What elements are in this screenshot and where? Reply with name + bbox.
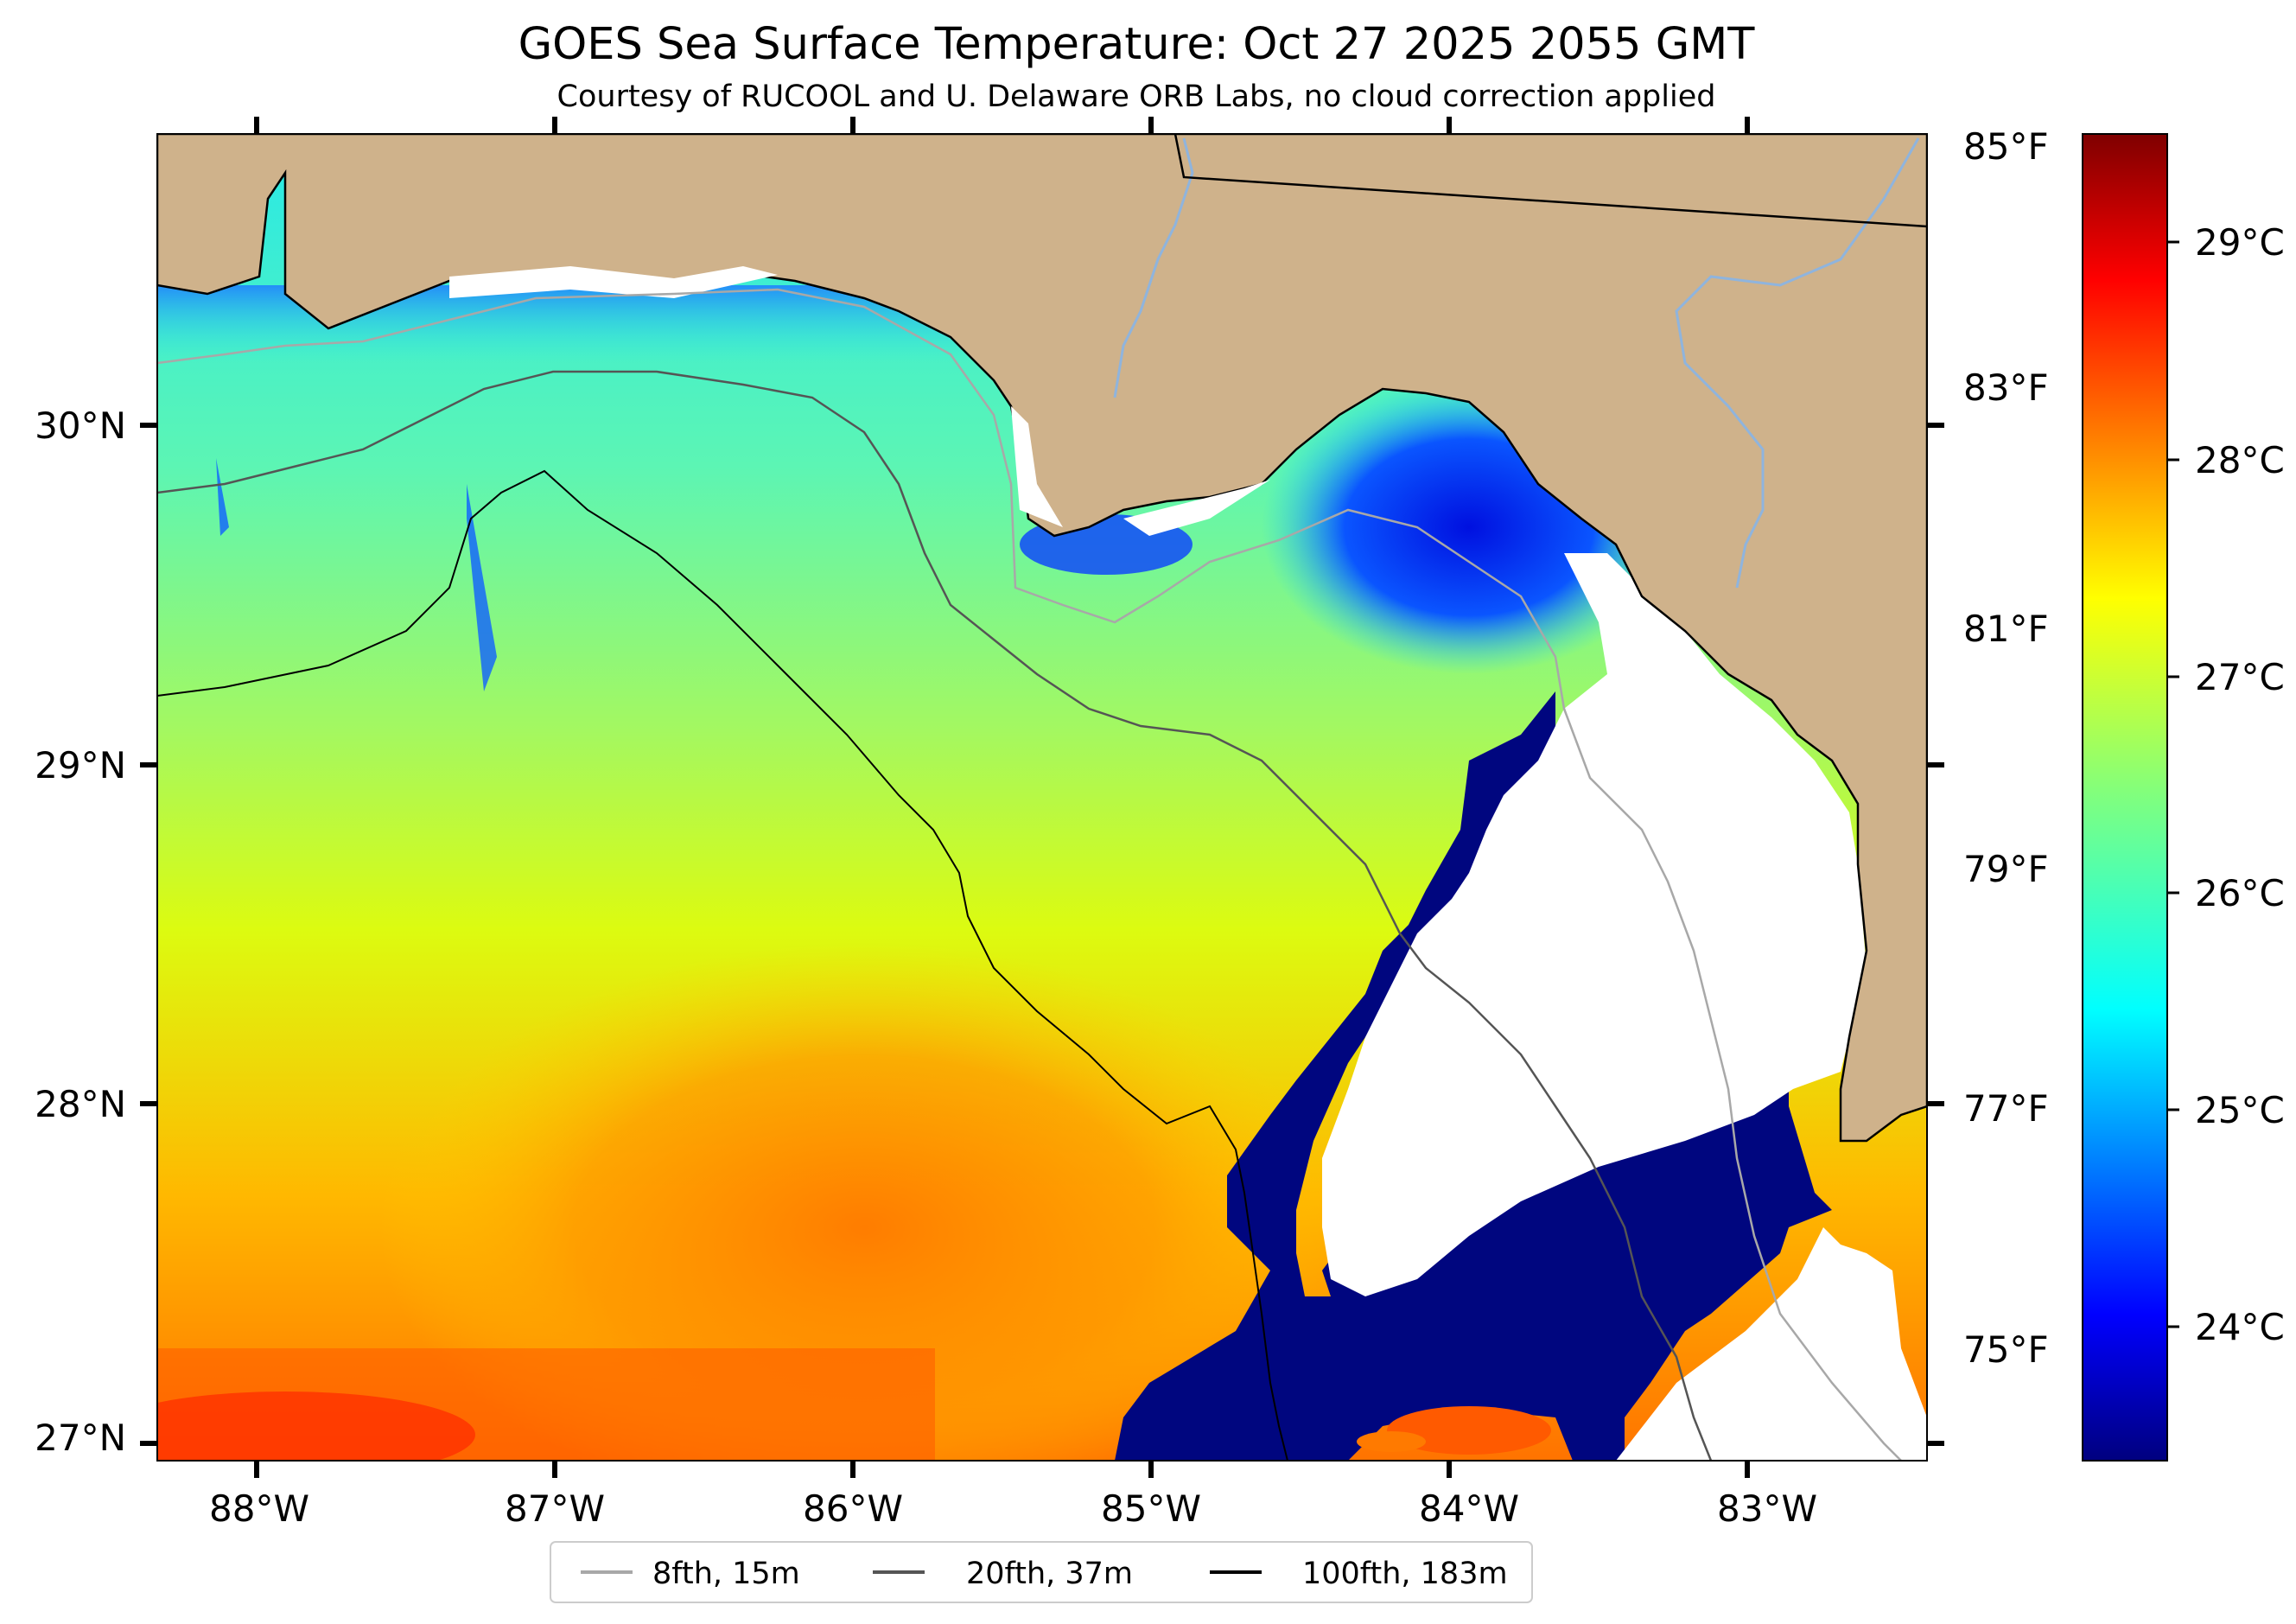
contour-20fth bbox=[157, 370, 1713, 1461]
celsius-labels: 29°C 28°C 27°C 26°C 25°C 24°C bbox=[2195, 221, 2285, 1348]
contour-100fth bbox=[157, 469, 1288, 1461]
lat-labels: 30°N 29°N 28°N 27°N bbox=[35, 404, 126, 1459]
fahrenheit-label: 83°F bbox=[1963, 366, 2049, 409]
fahrenheit-label: 75°F bbox=[1963, 1328, 2049, 1371]
lon-label: 84°W bbox=[1419, 1487, 1519, 1530]
lat-ticks bbox=[140, 423, 1944, 1446]
legend-label: 20fth, 37m bbox=[966, 1557, 1133, 1591]
celsius-label: 25°C bbox=[2195, 1089, 2285, 1131]
colorbar bbox=[2082, 133, 2168, 1462]
celsius-label: 26°C bbox=[2195, 872, 2285, 914]
legend-label: 8fth, 15m bbox=[652, 1557, 800, 1591]
fahrenheit-labels: 85°F 83°F 81°F 79°F 77°F 75°F bbox=[1963, 125, 2049, 1371]
lat-label: 27°N bbox=[35, 1417, 126, 1459]
lat-label: 30°N bbox=[35, 404, 126, 447]
celsius-label: 27°C bbox=[2195, 656, 2285, 698]
fahrenheit-label: 81°F bbox=[1963, 608, 2049, 650]
lon-label: 86°W bbox=[803, 1487, 903, 1530]
lon-labels: 88°W 87°W 86°W 85°W 84°W 83°W bbox=[209, 1487, 1817, 1530]
map-subtitle: Courtesy of RUCOOL and U. Delaware ORB L… bbox=[557, 80, 1716, 114]
river bbox=[1113, 137, 1194, 398]
celsius-label: 24°C bbox=[2195, 1306, 2285, 1348]
contour-8fth bbox=[157, 288, 1902, 1461]
celsius-label: 28°C bbox=[2195, 439, 2285, 481]
fahrenheit-label: 77°F bbox=[1963, 1087, 2049, 1130]
lon-label: 87°W bbox=[505, 1487, 605, 1530]
lon-label: 83°W bbox=[1717, 1487, 1817, 1530]
shelf-cold-water bbox=[1115, 691, 1832, 1461]
fahrenheit-label: 79°F bbox=[1963, 848, 2049, 890]
map-area bbox=[157, 134, 1927, 1461]
legend-box bbox=[550, 1541, 1533, 1603]
lat-label: 29°N bbox=[35, 744, 126, 787]
legend-label: 100fth, 183m bbox=[1302, 1557, 1508, 1591]
lon-label: 88°W bbox=[209, 1487, 309, 1530]
lon-label: 85°W bbox=[1101, 1487, 1201, 1530]
fahrenheit-label: 85°F bbox=[1963, 125, 2049, 168]
map-frame bbox=[156, 133, 1928, 1462]
colorbar-ticks bbox=[2167, 240, 2179, 1328]
state-boundary bbox=[1173, 134, 1927, 228]
celsius-label: 29°C bbox=[2195, 221, 2285, 264]
map-title: GOES Sea Surface Temperature: Oct 27 202… bbox=[518, 19, 1756, 70]
lat-label: 28°N bbox=[35, 1083, 126, 1125]
contour-legend: 8fth, 15m 20fth, 37m 100fth, 183m bbox=[550, 1541, 1533, 1603]
lon-ticks bbox=[254, 117, 1750, 1478]
